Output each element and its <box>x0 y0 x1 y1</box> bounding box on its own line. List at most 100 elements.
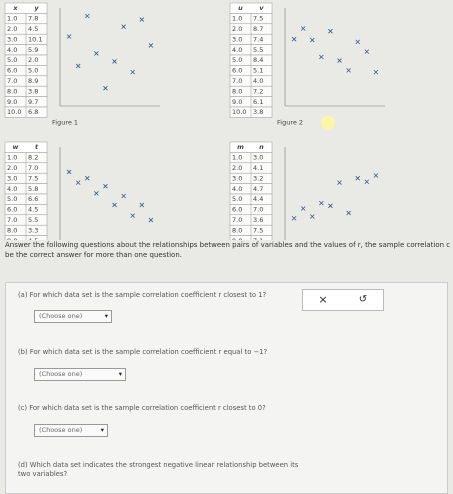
marker-stroke <box>139 17 145 22</box>
table-cell: 4.7 <box>253 185 263 193</box>
table-cell: 2.0 <box>7 25 17 33</box>
marker-stroke <box>291 215 297 221</box>
question: (c) For which data set is the sample cor… <box>18 404 308 413</box>
table-cell: 2.0 <box>7 164 17 172</box>
marker-stroke <box>94 191 99 196</box>
marker-stroke <box>346 68 351 73</box>
scatter-point <box>75 180 81 185</box>
table-cell: 7.0 <box>232 216 242 224</box>
question-text: For which data set is the sample correla… <box>29 404 266 412</box>
table-cell: 1.0 <box>232 15 242 23</box>
question: (b) For which data set is the sample cor… <box>18 348 308 357</box>
table-cell: 9.0 <box>232 237 242 240</box>
scatter-point <box>337 58 342 63</box>
table-cell: 5.0 <box>7 56 17 64</box>
table-cell: 8.2 <box>28 154 38 162</box>
table-cell: 3.0 <box>232 174 242 182</box>
marker-stroke <box>328 203 333 209</box>
scatter-point <box>103 183 108 189</box>
table-cell: 7.5 <box>253 226 263 234</box>
table-cell: 3.3 <box>28 226 38 234</box>
marker-stroke <box>66 169 72 175</box>
table-cell: 6.0 <box>7 67 17 75</box>
scatter-point <box>319 200 324 206</box>
dropdown[interactable]: (Choose one) <box>34 424 108 437</box>
question-label: (b) <box>18 348 28 356</box>
table-cell: 6.6 <box>28 195 38 203</box>
marker-stroke <box>94 51 99 56</box>
marker-stroke <box>84 13 90 19</box>
table-cell: 3.8 <box>253 108 263 116</box>
table-cell: 1.0 <box>232 154 242 162</box>
marker-stroke <box>300 26 306 31</box>
scatter-point <box>84 13 90 19</box>
question-panel: × ↺ (a) For which data set is the sample… <box>5 282 448 494</box>
table-cell: 7.0 <box>253 206 263 214</box>
table-cell: 9.0 <box>7 237 17 240</box>
marker-stroke <box>66 34 72 39</box>
table-cell: 3.0 <box>7 35 17 43</box>
scatter-point <box>130 213 136 218</box>
table-cell: 6.1 <box>253 98 263 106</box>
column-header: y <box>34 4 39 12</box>
scatter-point <box>75 63 81 69</box>
table-cell: 8.9 <box>28 77 38 85</box>
marker-stroke <box>309 37 315 43</box>
marker-stroke <box>139 202 145 208</box>
scatter-point <box>66 34 72 39</box>
scatter-point <box>148 217 154 223</box>
scatter-point <box>328 203 333 209</box>
scatter-point <box>346 210 351 216</box>
marker-stroke <box>328 28 333 34</box>
table-cell: 4.0 <box>7 46 17 54</box>
cursor-highlight <box>321 115 335 130</box>
question: (a) For which data set is the sample cor… <box>18 291 308 300</box>
table-cell: 7.0 <box>28 164 38 172</box>
table-cell: 2.0 <box>232 25 242 33</box>
table-cell: 7.8 <box>28 15 38 23</box>
marker-stroke <box>130 213 136 218</box>
dropdown[interactable]: (Choose one) <box>34 368 126 381</box>
scatter-point <box>94 51 99 56</box>
table-header-bg <box>229 2 273 14</box>
scatter-point <box>139 202 145 208</box>
scatter-point <box>355 39 361 45</box>
table-cell: 6.0 <box>7 206 17 214</box>
marker-stroke <box>364 179 370 185</box>
table-cell: 5.0 <box>232 195 242 203</box>
table-cell: 8.7 <box>253 25 263 33</box>
column-header: w <box>12 143 19 151</box>
marker-stroke <box>355 175 361 181</box>
marker-stroke <box>364 49 370 54</box>
table-cell: 4.0 <box>253 77 263 85</box>
marker-stroke <box>300 206 306 211</box>
table-cell: 9.0 <box>232 98 242 106</box>
table-cell: 4.1 <box>253 164 263 172</box>
marker-stroke <box>337 180 342 185</box>
table-cell: 4.5 <box>28 25 38 33</box>
table-cell: 7.1 <box>253 237 263 240</box>
reset-button[interactable]: ↺ <box>358 294 368 305</box>
table-cell: 5.9 <box>28 46 38 54</box>
marker-stroke <box>346 210 351 216</box>
scatter-point <box>84 175 90 181</box>
clear-button[interactable]: × <box>318 293 328 306</box>
intro-line: be the correct answer for more than one … <box>5 251 182 259</box>
table-cell: 5.1 <box>253 67 263 75</box>
table-cell: 5.0 <box>232 56 242 64</box>
figure-caption: Figure 1 <box>52 119 78 127</box>
question-text: For which data set is the sample correla… <box>29 348 268 356</box>
scatter-point <box>103 85 108 91</box>
marker-stroke <box>112 59 117 64</box>
scatter-point <box>291 36 297 42</box>
table-cell: 5.0 <box>28 67 38 75</box>
scatter-point <box>373 173 379 178</box>
intro-line: Answer the following questions about the… <box>5 241 450 249</box>
column-header: x <box>12 4 18 12</box>
table-cell: 4.5 <box>28 237 38 240</box>
figures: x y 1.0 7.8 2.0 4.5 3.0 10.1 4.0 5.9 5.0 2.0 6.0 5.0 7… <box>4 2 385 240</box>
marker-stroke <box>337 58 342 63</box>
marker-stroke <box>103 85 108 91</box>
dropdown[interactable]: (Choose one) <box>34 310 112 323</box>
question-label: (a) <box>18 291 28 299</box>
